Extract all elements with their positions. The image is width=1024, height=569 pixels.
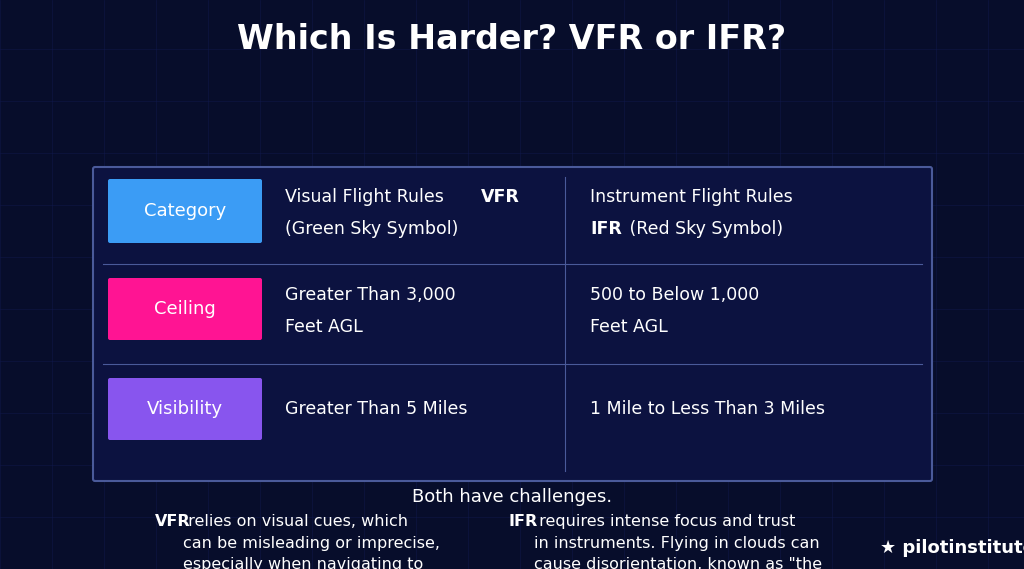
Text: Category: Category — [144, 202, 226, 220]
Text: Ceiling: Ceiling — [155, 300, 216, 318]
Text: 1 Mile to Less Than 3 Miles: 1 Mile to Less Than 3 Miles — [590, 400, 825, 418]
Text: ★ pilotinstitute: ★ pilotinstitute — [880, 539, 1024, 557]
Text: (Red Sky Symbol): (Red Sky Symbol) — [624, 220, 783, 238]
Text: IFR: IFR — [590, 220, 622, 238]
Text: requires intense focus and trust
in instruments. Flying in clouds can
cause diso: requires intense focus and trust in inst… — [534, 514, 822, 569]
Text: Greater Than 3,000: Greater Than 3,000 — [285, 286, 456, 304]
Text: VFR: VFR — [481, 188, 520, 206]
Text: (Green Sky Symbol): (Green Sky Symbol) — [285, 220, 459, 238]
Text: relies on visual cues, which
can be misleading or imprecise,
especially when nav: relies on visual cues, which can be misl… — [183, 514, 440, 569]
FancyBboxPatch shape — [108, 179, 262, 243]
Text: Both have challenges.: Both have challenges. — [412, 488, 612, 506]
Text: Instrument Flight Rules: Instrument Flight Rules — [590, 188, 793, 206]
Text: Feet AGL: Feet AGL — [285, 318, 362, 336]
FancyBboxPatch shape — [108, 278, 262, 340]
Text: Visual Flight Rules: Visual Flight Rules — [285, 188, 450, 206]
FancyBboxPatch shape — [108, 378, 262, 440]
FancyBboxPatch shape — [93, 167, 932, 481]
Text: Visibility: Visibility — [146, 400, 223, 418]
Text: IFR: IFR — [508, 514, 538, 529]
Text: Feet AGL: Feet AGL — [590, 318, 668, 336]
Text: Which Is Harder? VFR or IFR?: Which Is Harder? VFR or IFR? — [238, 23, 786, 56]
Text: 500 to Below 1,000: 500 to Below 1,000 — [590, 286, 759, 304]
Text: Greater Than 5 Miles: Greater Than 5 Miles — [285, 400, 468, 418]
Text: VFR: VFR — [155, 514, 190, 529]
